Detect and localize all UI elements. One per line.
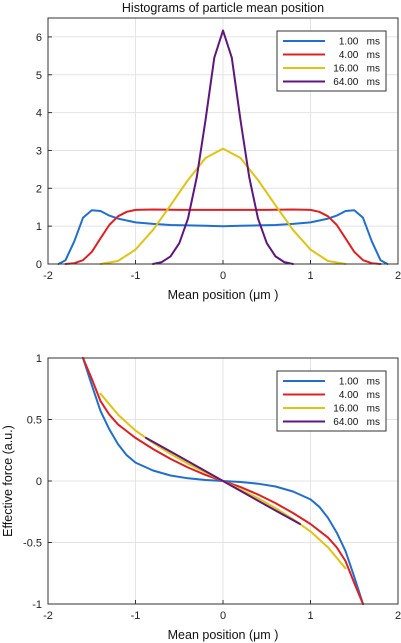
chart1-y-tick-label: 0	[36, 476, 42, 488]
chart0-legend-label-4: 64.00 ms	[333, 77, 380, 88]
chart0-legend-label-2: 4.00 ms	[339, 50, 380, 61]
chart1-y-tick-label: -0.5	[23, 538, 42, 550]
chart1-x-tick-label: 0	[220, 610, 226, 622]
chart1-y-axis-label: Effective force (a.u.)	[1, 425, 15, 537]
chart1-x-tick-label: -2	[43, 610, 53, 622]
chart0-x-tick-label: -2	[43, 270, 53, 282]
chart0-x-tick-label: 0	[220, 270, 226, 282]
chart1-legend-label-1: 1.00 ms	[339, 377, 380, 388]
chart0-legend-label-3: 16.00 ms	[333, 64, 380, 75]
chart0-series-line-1	[57, 209, 389, 265]
chart0-x-axis-label: Mean position (μm )	[168, 288, 279, 302]
chart0-y-tick-label: 1	[36, 221, 42, 233]
chart0-y-tick-label: 5	[36, 70, 42, 82]
chart0-series-line-2	[64, 208, 382, 265]
chart0-y-tick-label: 6	[36, 32, 42, 44]
chart1-legend-label-3: 16.00 ms	[333, 404, 380, 415]
chart1-y-tick-label: -1	[32, 599, 42, 611]
chart1-series-line-4	[145, 436, 301, 525]
chart0-legend: 1.00 ms 4.00 ms 16.00 ms 64.00 ms	[276, 30, 387, 92]
histogram-chart: -2 -1 0 1 2 0 1 2 3 4 5 6 Histograms of particle mea…	[36, 1, 401, 302]
chart0-title: Histograms of particle mean position	[122, 1, 324, 15]
chart1-legend-label-4: 64.00 ms	[333, 417, 380, 428]
chart0-x-tick-label: 1	[307, 270, 313, 282]
chart1-x-axis-label: Mean position (μm )	[168, 628, 279, 642]
chart0-x-tick-label: -1	[131, 270, 141, 282]
chart1-x-tick-label: 1	[307, 610, 313, 622]
chart1-y-tick-label: 1	[36, 353, 42, 365]
chart0-x-tick-label: 2	[395, 270, 401, 282]
chart0-y-tick-label: 0	[36, 259, 42, 271]
chart1-legend-label-2: 4.00 ms	[339, 390, 380, 401]
chart1-x-tick-label: -1	[131, 610, 141, 622]
chart0-y-tick-label: 3	[36, 145, 42, 157]
chart0-y-tick-label: 2	[36, 183, 42, 195]
chart0-series-line-4	[152, 29, 294, 265]
chart1-y-tick-label: 0.5	[27, 415, 42, 427]
chart1-x-tick-label: 2	[395, 610, 401, 622]
chart0-legend-label-1: 1.00 ms	[339, 37, 380, 48]
chart1-legend: 1.00 ms 4.00 ms 16.00 ms 64.00 ms	[276, 370, 387, 432]
chart0-y-tick-label: 4	[36, 108, 42, 120]
chart0-series-line-3	[99, 147, 347, 265]
